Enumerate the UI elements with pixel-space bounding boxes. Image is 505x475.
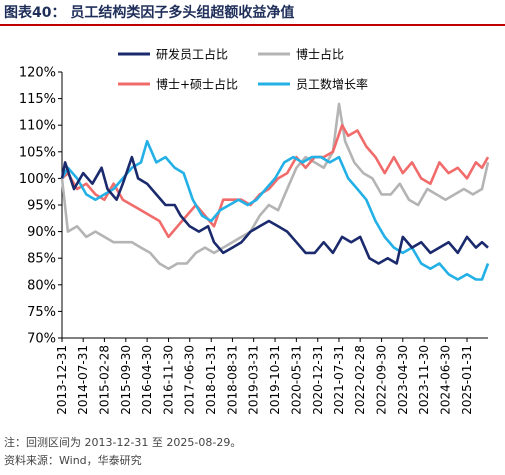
chart-title: 图表40： 员工结构类因子多头组超额收益净值 xyxy=(4,5,295,21)
x-tick-label: 2021-07-31 xyxy=(332,345,346,415)
x-tick-label: 2025-01-31 xyxy=(460,345,474,415)
y-axis: 120% 115% 110% 105% 100% 95% 90% 85% 80% 75% 70% xyxy=(19,66,63,347)
footnote: 注：回测区间为 2013-12-31 至 2025-08-29。 xyxy=(4,436,242,449)
y-tick-label: 110% xyxy=(19,119,56,134)
x-tick-label: 2019-10-31 xyxy=(268,345,282,415)
y-tick-label: 80% xyxy=(27,278,56,293)
x-tick-label: 2017-06-30 xyxy=(183,345,197,415)
x-tick-label: 2023-04-30 xyxy=(396,345,410,415)
x-tick-label: 2018-01-31 xyxy=(204,345,218,415)
legend-label-4: 员工数增长率 xyxy=(296,77,368,92)
source-note: 资料来源：Wind，华泰研究 xyxy=(4,454,142,467)
x-tick-label: 2018-08-31 xyxy=(225,345,239,415)
x-tick-label: 2020-12-31 xyxy=(311,345,325,415)
notes: 注：回测区间为 2013-12-31 至 2025-08-29。 资料来源：Wi… xyxy=(4,434,241,470)
y-tick-label: 100% xyxy=(19,172,56,187)
series-line-4 xyxy=(60,139,490,281)
x-tick-label: 2016-11-30 xyxy=(162,345,176,415)
x-tick-label: 2013-12-31 xyxy=(55,345,69,415)
y-tick-label: 115% xyxy=(19,92,56,107)
legend-label-3: 博士+硕士占比 xyxy=(156,77,238,92)
y-tick-label: 120% xyxy=(19,66,56,81)
y-tick-label: 85% xyxy=(27,252,56,267)
chart-canvas: 120% 115% 110% 105% 100% 95% 90% 85% 80% 75% 70% 2… xyxy=(19,47,490,415)
x-tick-label: 2015-09-30 xyxy=(119,345,133,415)
x-tick-label: 2014-07-31 xyxy=(76,345,90,415)
y-tick-label: 105% xyxy=(19,145,56,160)
x-tick-label: 2022-09-30 xyxy=(375,345,389,415)
title-rule xyxy=(0,24,505,26)
series-line-1 xyxy=(60,155,489,265)
x-tick-label: 2020-05-31 xyxy=(289,345,303,415)
x-tick-label: 2024-06-30 xyxy=(438,345,452,415)
y-tick-label: 95% xyxy=(27,199,56,214)
y-tick-label: 90% xyxy=(27,225,56,240)
x-tick-label: 2023-11-30 xyxy=(417,345,431,415)
x-tick-label: 2019-03-31 xyxy=(247,345,261,415)
y-tick-label: 70% xyxy=(27,332,56,347)
series-line-2 xyxy=(60,102,490,271)
legend-label-2: 博士占比 xyxy=(296,47,344,62)
x-tick-label: 2015-02-28 xyxy=(97,345,111,415)
x-axis: 2013-12-31 2014-07-31 2015-02-28 2015-09-30… xyxy=(55,337,488,415)
y-tick-label: 75% xyxy=(27,305,56,320)
series-lines xyxy=(60,102,490,281)
x-tick-label: 2016-04-30 xyxy=(140,345,154,415)
x-tick-label: 2022-02-28 xyxy=(353,345,367,415)
series-line-3 xyxy=(61,123,490,239)
legend-label-1: 研发员工占比 xyxy=(156,47,228,62)
